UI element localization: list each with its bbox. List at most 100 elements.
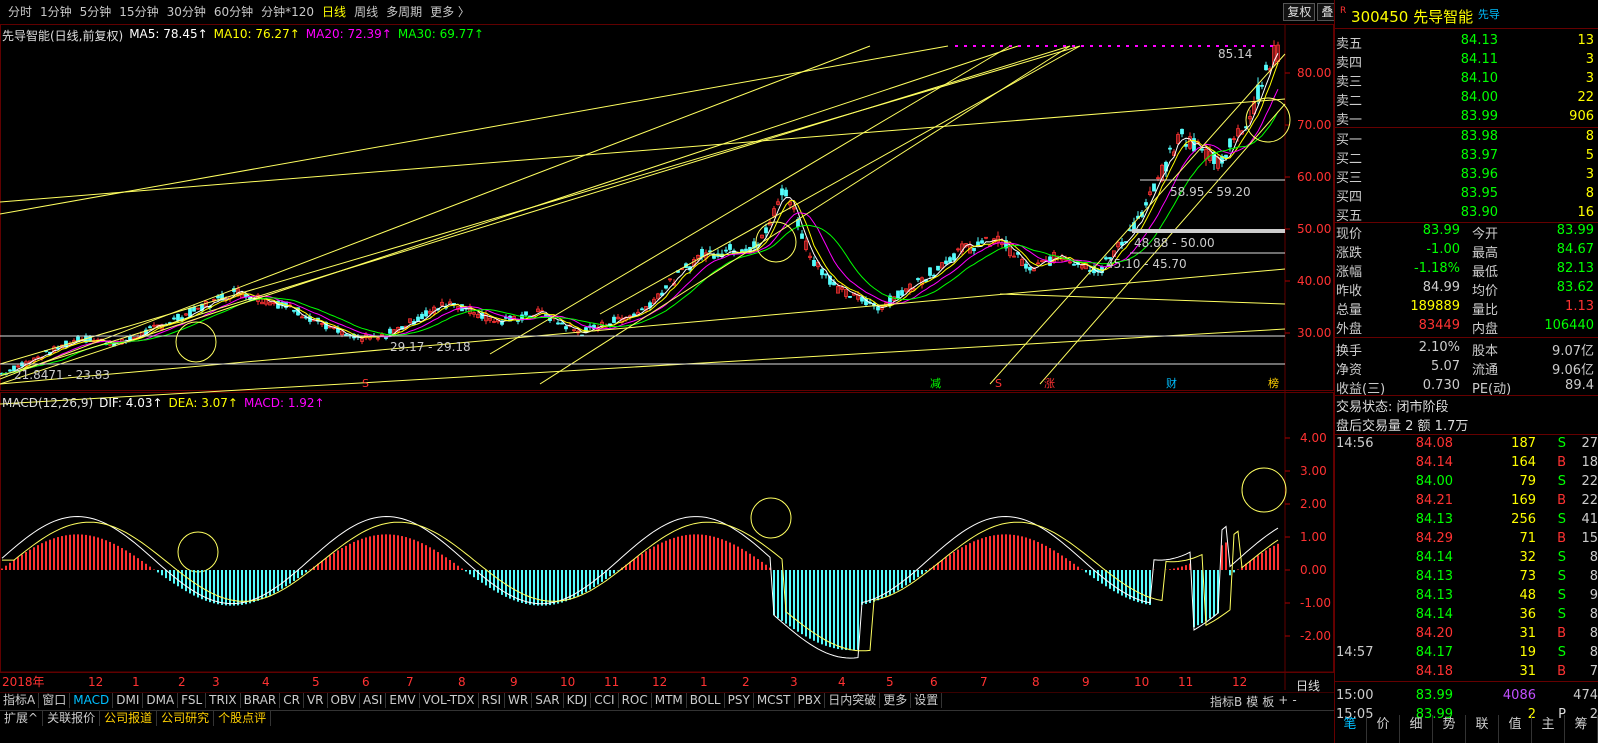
- tick-count: 15: [1581, 531, 1598, 546]
- indicator-tab-1[interactable]: 窗口: [39, 693, 71, 708]
- indicator-tab-13[interactable]: VOL-TDX: [420, 693, 479, 708]
- quote-row: 收益(三) 0.730 PE(动) 89.4: [1336, 378, 1598, 397]
- sell-row[interactable]: 卖四 84.11 3: [1336, 52, 1598, 71]
- period-tab-1[interactable]: 1分钟: [40, 5, 72, 19]
- indicator-right-2[interactable]: 板: [1262, 695, 1275, 709]
- candle-body: [700, 248, 704, 258]
- dea-value: DEA: 3.07↑: [168, 396, 238, 410]
- period-tab-2[interactable]: 5分钟: [79, 5, 112, 19]
- candle-body: [244, 294, 248, 298]
- indicator-tab-18[interactable]: CCI: [591, 693, 619, 708]
- period-tab-10[interactable]: 更多 〉: [430, 5, 470, 19]
- candle-body: [420, 313, 424, 320]
- indicator-tab-2[interactable]: MACD: [70, 693, 114, 708]
- candle-body: [1260, 84, 1264, 87]
- ma5-line: [1, 52, 1279, 375]
- ext-tab-3[interactable]: 公司研究: [157, 711, 215, 726]
- indicator-tab-10[interactable]: OBV: [328, 693, 361, 708]
- candle-body: [908, 283, 912, 292]
- period-tab-7[interactable]: 日线: [322, 5, 347, 19]
- indicator-tab-27[interactable]: 设置: [911, 693, 943, 708]
- buy-row[interactable]: 买一 83.98 8: [1336, 129, 1598, 148]
- period-tab-9[interactable]: 多周期: [386, 5, 423, 19]
- sell-row[interactable]: 卖二 84.00 22: [1336, 90, 1598, 109]
- quote-label: 流通: [1472, 363, 1499, 378]
- ext-tab-1[interactable]: 关联报价: [43, 711, 101, 726]
- trend-line: [1039, 103, 1286, 385]
- candle-body: [1152, 183, 1156, 192]
- indicator-tab-24[interactable]: PBX: [795, 693, 826, 708]
- period-tab-6[interactable]: 分钟*120: [261, 5, 315, 19]
- buy-row[interactable]: 买五 83.90 16: [1336, 205, 1598, 224]
- period-tab-8[interactable]: 周线: [354, 5, 379, 19]
- tick-row: 15:00 83.99 4086 474: [1336, 688, 1598, 707]
- tool-button-0[interactable]: 复权: [1283, 3, 1316, 21]
- panel-tab-3[interactable]: 势: [1433, 715, 1466, 743]
- indicator-tab-25[interactable]: 日内突破: [825, 693, 881, 708]
- panel-tab-6[interactable]: 主: [1532, 715, 1565, 743]
- indicator-tab-21[interactable]: BOLL: [687, 693, 725, 708]
- indicator-tab-12[interactable]: EMV: [386, 693, 420, 708]
- panel-tab-4[interactable]: 联: [1466, 715, 1499, 743]
- indicator-right-0[interactable]: 指标B: [1210, 695, 1243, 709]
- sell-row[interactable]: 卖五 84.13 13: [1336, 33, 1598, 52]
- indicator-tab-5[interactable]: FSL: [178, 693, 207, 708]
- indicator-tab-16[interactable]: SAR: [532, 693, 564, 708]
- indicator-tab-22[interactable]: PSY: [725, 693, 754, 708]
- tick-volume: 32: [1519, 550, 1536, 565]
- indicator-tab-8[interactable]: CR: [280, 693, 304, 708]
- panel-tab-5[interactable]: 值: [1499, 715, 1532, 743]
- buy-row[interactable]: 买三 83.96 3: [1336, 167, 1598, 186]
- candle-body: [1120, 241, 1124, 246]
- indicator-tab-6[interactable]: TRIX: [206, 693, 241, 708]
- buy-row[interactable]: 买四 83.95 8: [1336, 186, 1598, 205]
- kline-chart[interactable]: 80.0070.0060.0050.0040.0030.004.003.002.…: [0, 24, 1334, 704]
- period-tab-0[interactable]: 分时: [8, 5, 33, 19]
- candle-body: [408, 318, 412, 323]
- buy-row[interactable]: 买二 83.97 5: [1336, 148, 1598, 167]
- indicator-tab-19[interactable]: ROC: [619, 693, 652, 708]
- macd-axis-label: -1.00: [1300, 596, 1331, 610]
- period-tab-5[interactable]: 60分钟: [213, 5, 254, 19]
- indicator-tab-9[interactable]: VR: [304, 693, 328, 708]
- indicator-tab-17[interactable]: KDJ: [564, 693, 592, 708]
- indicator-right-1[interactable]: 模: [1246, 695, 1259, 709]
- panel-tab-0[interactable]: 笔: [1334, 715, 1367, 743]
- panel-tab-7[interactable]: 筹: [1565, 715, 1598, 743]
- indicator-tab-15[interactable]: WR: [505, 693, 533, 708]
- indicator-tab-4[interactable]: DMA: [143, 693, 179, 708]
- panel-tab-1[interactable]: 价: [1367, 715, 1400, 743]
- indicator-tab-14[interactable]: RSI: [479, 693, 506, 708]
- candle-body: [500, 320, 504, 325]
- candle-body: [1248, 116, 1252, 120]
- panel-tab-2[interactable]: 细: [1400, 715, 1433, 743]
- month-label: 9: [1082, 675, 1090, 689]
- indicator-tab-0[interactable]: 指标A: [0, 693, 40, 708]
- indicator-tab-20[interactable]: MTM: [652, 693, 687, 708]
- indicator-tab-11[interactable]: ASI: [360, 693, 387, 708]
- buy-label: 买三: [1336, 171, 1363, 186]
- tick-row: 84.14 32 S 8: [1336, 550, 1598, 569]
- ext-tab-4[interactable]: 个股点评: [214, 711, 272, 726]
- quote-value: 84.99: [1422, 280, 1460, 295]
- indicator-tab-26[interactable]: 更多: [880, 693, 912, 708]
- indicator-right-4[interactable]: -: [1292, 693, 1297, 707]
- ext-tab-2[interactable]: 公司报道: [100, 711, 158, 726]
- indicator-tab-3[interactable]: DMI: [113, 693, 144, 708]
- indicator-tab-23[interactable]: MCST: [754, 693, 795, 708]
- indicator-right-3[interactable]: +: [1278, 693, 1289, 707]
- tick-side: S: [1557, 588, 1566, 603]
- period-tab-4[interactable]: 30分钟: [166, 5, 206, 19]
- macd-axis-label: 1.00: [1300, 530, 1327, 544]
- ext-tab-0[interactable]: 扩展^: [0, 711, 44, 726]
- ma20-value: MA20: 72.39↑: [305, 27, 392, 41]
- candle-body: [196, 307, 200, 310]
- tick-row: 84.14 164 B 18: [1336, 455, 1598, 474]
- price-axis-label: 30.00: [1297, 326, 1331, 340]
- tick-count: 7: [1589, 664, 1598, 679]
- indicator-tab-7[interactable]: BRAR: [241, 693, 281, 708]
- event-marker: S: [995, 377, 1002, 390]
- sell-row[interactable]: 卖一 83.99 906: [1336, 109, 1598, 128]
- sell-row[interactable]: 卖三 84.10 3: [1336, 71, 1598, 90]
- period-tab-3[interactable]: 15分钟: [119, 5, 159, 19]
